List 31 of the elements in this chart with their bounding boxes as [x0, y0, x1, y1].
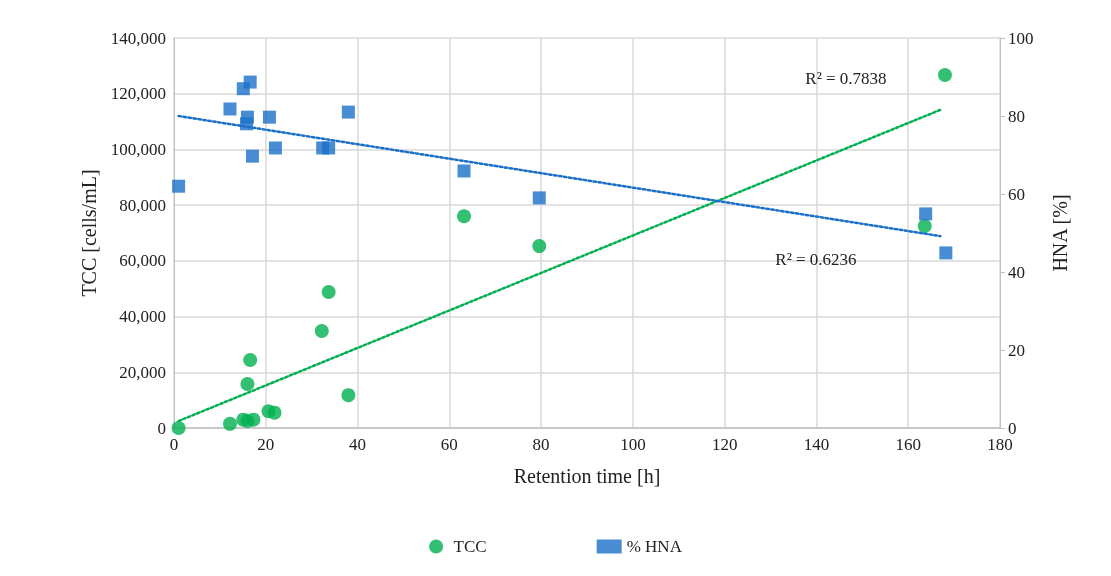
x-tick-label: 120 — [711, 435, 738, 454]
y2-tick-label: 40 — [1008, 262, 1025, 282]
y-tick-label: 140,000 — [110, 28, 166, 48]
x-tick-label: 180 — [987, 435, 1013, 454]
y2-tick-label: 100 — [1008, 28, 1034, 48]
y-tick-label: 0 — [157, 418, 166, 438]
y-tick-label: 20,000 — [119, 362, 166, 382]
x-tick-label: 40 — [349, 435, 367, 454]
y2-tick-label: 0 — [1008, 418, 1017, 438]
x-axis-title: Retention time [h] — [513, 465, 661, 487]
x-tick-label: 140 — [803, 435, 830, 454]
x-tick-label: 20 — [257, 435, 275, 454]
legend-label: TCC — [453, 537, 487, 556]
y-tick-label: 60,000 — [119, 251, 166, 271]
y2-tick-label: 80 — [1008, 106, 1025, 126]
y2-tick-label: 20 — [1008, 340, 1025, 360]
y-tick-label: 40,000 — [119, 307, 166, 327]
annotation: R² = 0.7838 — [805, 68, 887, 88]
x-tick-label: 80 — [532, 435, 550, 454]
y-tick-label: 120,000 — [110, 84, 166, 104]
y2-axis-title: HNA [%] — [1049, 194, 1071, 272]
y-tick-label: 80,000 — [119, 195, 166, 215]
y2-tick-label: 60 — [1008, 184, 1025, 204]
annotation: R² = 0.6236 — [775, 250, 857, 270]
legend-label: % HNA — [626, 537, 683, 556]
x-tick-label: 60 — [440, 435, 458, 454]
x-tick-label: 0 — [169, 435, 179, 454]
x-tick-label: 160 — [895, 435, 921, 454]
y-tick-label: 100,000 — [110, 139, 166, 159]
x-tick-label: 100 — [620, 435, 646, 454]
y-axis-title: TCC [cells/mL] — [78, 169, 100, 297]
